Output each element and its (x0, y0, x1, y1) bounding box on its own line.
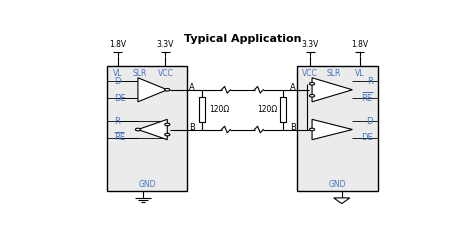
Text: A: A (290, 84, 296, 92)
Text: D: D (114, 77, 121, 86)
Text: R: R (114, 117, 120, 126)
Circle shape (165, 123, 170, 126)
Text: GND: GND (139, 180, 156, 189)
Circle shape (135, 128, 140, 131)
Text: SLR: SLR (327, 69, 341, 78)
Text: DE: DE (114, 94, 126, 103)
Text: B: B (189, 123, 195, 132)
Circle shape (165, 133, 170, 136)
Bar (199, 97, 205, 122)
Text: VCC: VCC (302, 69, 318, 78)
Text: VCC: VCC (158, 69, 173, 78)
Text: 3.3V: 3.3V (302, 40, 319, 49)
Text: SLR: SLR (132, 69, 147, 78)
Text: RE: RE (114, 133, 125, 142)
Circle shape (309, 83, 315, 85)
Polygon shape (138, 119, 167, 140)
Text: 120Ω: 120Ω (210, 105, 230, 114)
Bar (280, 97, 286, 122)
Circle shape (165, 89, 170, 91)
Bar (107, 66, 187, 192)
Text: Typical Application: Typical Application (184, 34, 301, 44)
Text: A: A (189, 84, 195, 92)
Text: VL: VL (113, 69, 123, 78)
Text: R: R (367, 77, 373, 86)
Circle shape (309, 95, 315, 97)
Polygon shape (333, 198, 350, 204)
Text: VL: VL (355, 69, 365, 78)
Text: DE: DE (361, 133, 373, 142)
Text: 1.8V: 1.8V (109, 40, 126, 49)
Text: 3.3V: 3.3V (157, 40, 174, 49)
Text: 1.8V: 1.8V (351, 40, 368, 49)
Bar (298, 66, 378, 192)
Text: GND: GND (329, 180, 346, 189)
Text: RE: RE (361, 94, 373, 103)
Polygon shape (312, 78, 352, 102)
Text: B: B (289, 123, 296, 132)
Text: 120Ω: 120Ω (257, 105, 277, 114)
Polygon shape (312, 119, 352, 140)
Circle shape (309, 128, 315, 131)
Text: D: D (366, 117, 373, 126)
Polygon shape (138, 78, 167, 102)
